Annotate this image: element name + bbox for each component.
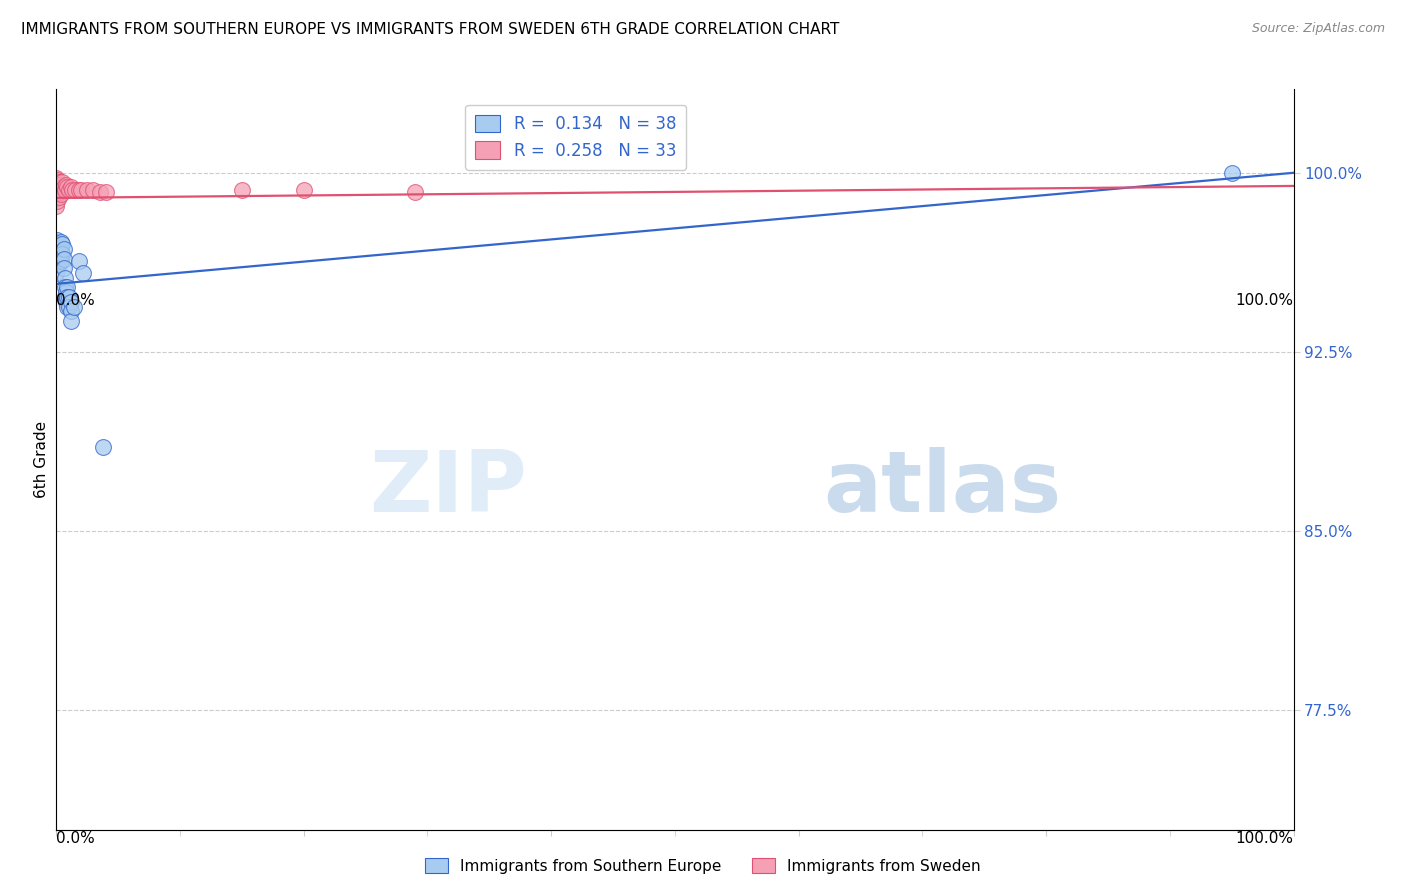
Text: 0.0%: 0.0% xyxy=(56,293,96,308)
Point xyxy=(46,242,69,256)
Point xyxy=(55,285,77,300)
Point xyxy=(70,182,93,196)
Point xyxy=(62,300,84,314)
Point xyxy=(60,180,83,194)
Point xyxy=(52,180,75,194)
Point xyxy=(45,178,67,192)
Point xyxy=(60,304,83,318)
Point xyxy=(49,178,72,192)
Point xyxy=(51,235,73,249)
Point xyxy=(46,180,69,194)
Point xyxy=(51,187,73,202)
Point xyxy=(58,182,80,196)
Point xyxy=(45,244,67,259)
Text: 100.0%: 100.0% xyxy=(1236,293,1294,308)
Point xyxy=(46,173,69,187)
Point xyxy=(67,254,90,268)
Point xyxy=(45,185,67,199)
Point xyxy=(231,182,253,196)
Point xyxy=(48,189,70,203)
Point xyxy=(76,182,98,196)
Point xyxy=(404,185,426,199)
Point xyxy=(45,192,67,206)
Point xyxy=(49,240,72,254)
Text: ZIP: ZIP xyxy=(368,448,526,531)
Point xyxy=(55,294,77,309)
Point xyxy=(52,242,75,256)
Point xyxy=(52,261,75,276)
Y-axis label: 6th Grade: 6th Grade xyxy=(34,421,49,498)
Text: 0.0%: 0.0% xyxy=(56,831,96,847)
Point xyxy=(67,182,90,196)
Legend: R =  0.134   N = 38, R =  0.258   N = 33: R = 0.134 N = 38, R = 0.258 N = 33 xyxy=(465,105,686,169)
Point xyxy=(58,300,80,314)
Point xyxy=(60,294,83,309)
Point xyxy=(91,441,114,455)
Text: IMMIGRANTS FROM SOUTHERN EUROPE VS IMMIGRANTS FROM SWEDEN 6TH GRADE CORRELATION : IMMIGRANTS FROM SOUTHERN EUROPE VS IMMIG… xyxy=(21,22,839,37)
Point xyxy=(53,271,76,285)
Point xyxy=(49,249,72,263)
Point xyxy=(46,252,69,266)
Point xyxy=(51,237,73,252)
Point xyxy=(60,314,83,328)
Point xyxy=(60,182,83,196)
Point xyxy=(56,290,79,304)
Point xyxy=(46,187,69,202)
Point xyxy=(56,280,79,294)
Point xyxy=(51,247,73,261)
Point xyxy=(52,252,75,266)
Point xyxy=(49,185,72,199)
Point xyxy=(63,182,86,196)
Point xyxy=(56,300,79,314)
Point xyxy=(48,256,70,270)
Point xyxy=(45,170,67,185)
Point xyxy=(45,235,67,249)
Point xyxy=(45,266,67,280)
Point xyxy=(51,175,73,189)
Text: atlas: atlas xyxy=(824,448,1062,531)
Text: 100.0%: 100.0% xyxy=(1236,831,1294,847)
Point xyxy=(1220,166,1243,180)
Point xyxy=(48,247,70,261)
Point xyxy=(45,254,67,268)
Point xyxy=(94,185,117,199)
Point xyxy=(48,237,70,252)
Point xyxy=(89,185,111,199)
Point xyxy=(46,233,69,247)
Point xyxy=(45,199,67,213)
Point xyxy=(51,254,73,268)
Point xyxy=(72,266,94,280)
Point xyxy=(56,180,79,194)
Point xyxy=(55,178,77,192)
Point xyxy=(58,290,80,304)
Point xyxy=(292,182,315,196)
Point xyxy=(48,182,70,196)
Point xyxy=(46,194,69,209)
Legend: Immigrants from Southern Europe, Immigrants from Sweden: Immigrants from Southern Europe, Immigra… xyxy=(419,852,987,880)
Point xyxy=(51,180,73,194)
Point xyxy=(51,244,73,259)
Point xyxy=(82,182,104,196)
Point xyxy=(53,280,76,294)
Text: Source: ZipAtlas.com: Source: ZipAtlas.com xyxy=(1251,22,1385,36)
Point xyxy=(53,290,76,304)
Point xyxy=(53,182,76,196)
Point xyxy=(48,175,70,189)
